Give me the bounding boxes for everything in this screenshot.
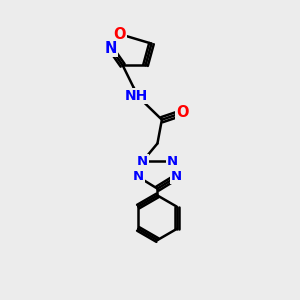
Text: N: N [105,41,117,56]
Text: NH: NH [125,88,148,103]
Text: N: N [167,155,178,168]
Text: O: O [176,105,188,120]
Text: N: N [171,170,182,183]
Text: N: N [137,155,148,168]
Text: O: O [113,27,126,42]
Text: N: N [133,170,144,183]
